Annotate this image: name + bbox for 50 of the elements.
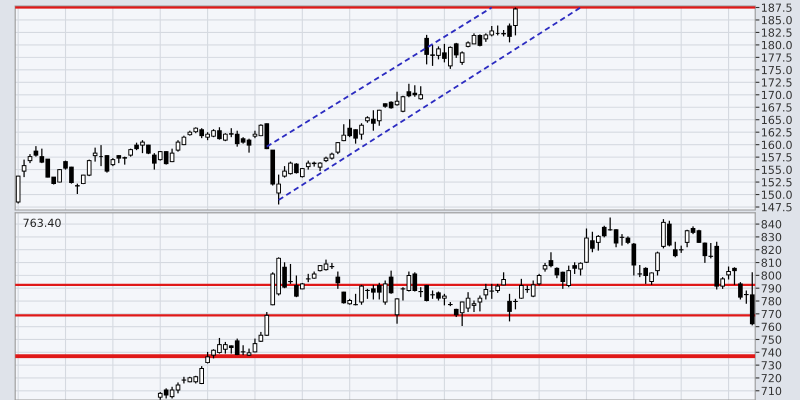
y-tick-label: 172.5 bbox=[762, 78, 792, 87]
candlestick bbox=[394, 298, 400, 324]
y-tick-label: 840 bbox=[762, 220, 782, 228]
y-tick-label: 182.5 bbox=[762, 28, 792, 37]
y-tick-label: 820 bbox=[762, 246, 782, 254]
candlestick bbox=[92, 147, 98, 162]
y-tick-label: 185.0 bbox=[762, 16, 792, 24]
candlestick bbox=[306, 273, 311, 283]
y-tick-label: 187.5 bbox=[762, 3, 792, 12]
y-tick-label: 180.0 bbox=[762, 40, 792, 50]
candlestick bbox=[336, 142, 340, 155]
y-tick-label: 780 bbox=[762, 296, 782, 306]
candlestick bbox=[252, 338, 258, 354]
y-tick-label: 177.5 bbox=[762, 53, 792, 62]
annotation: 763.40 bbox=[24, 218, 61, 228]
y-tick-label: 147.5 bbox=[762, 203, 792, 212]
y-tick-label: 740 bbox=[762, 348, 782, 357]
y-tick-label: 710 bbox=[762, 386, 782, 396]
y-tick-label: 790 bbox=[762, 284, 782, 293]
candlestick bbox=[536, 273, 542, 286]
y-tick-label: 750 bbox=[762, 335, 782, 344]
y-tick-label: 152.5 bbox=[762, 178, 792, 186]
y-tick-label: 165.0 bbox=[762, 116, 792, 124]
y-tick-label: 720 bbox=[762, 374, 782, 382]
y-tick-label: 155.0 bbox=[762, 166, 792, 174]
candlestick bbox=[75, 182, 80, 195]
candlestick bbox=[732, 266, 737, 286]
candlestick bbox=[22, 159, 26, 178]
candlestick bbox=[34, 146, 38, 158]
candlestick bbox=[655, 251, 660, 276]
y-tick-label: 170.0 bbox=[762, 90, 792, 100]
candlestick bbox=[726, 266, 731, 280]
y-tick-label: 770 bbox=[762, 310, 782, 318]
y-tick-label: 162.5 bbox=[762, 128, 792, 137]
y-tick-label: 167.5 bbox=[762, 103, 792, 112]
y-tick-label: 175.0 bbox=[762, 66, 792, 74]
candlestick bbox=[478, 294, 482, 312]
y-tick-label: 810 bbox=[762, 258, 782, 267]
y-tick-label: 730 bbox=[762, 361, 782, 370]
y-tick-label: 760 bbox=[762, 322, 782, 332]
candlestick bbox=[336, 270, 340, 290]
y-tick-label: 160.0 bbox=[762, 140, 792, 150]
candlestick bbox=[501, 272, 506, 286]
y-tick-label: 830 bbox=[762, 232, 782, 242]
y-tick-label: 150.0 bbox=[762, 190, 792, 199]
candlestick bbox=[353, 293, 358, 306]
candlestick bbox=[205, 351, 210, 364]
candlestick bbox=[632, 242, 636, 276]
y-tick-label: 157.5 bbox=[762, 153, 792, 162]
y-tick-label: 800 bbox=[762, 271, 782, 280]
